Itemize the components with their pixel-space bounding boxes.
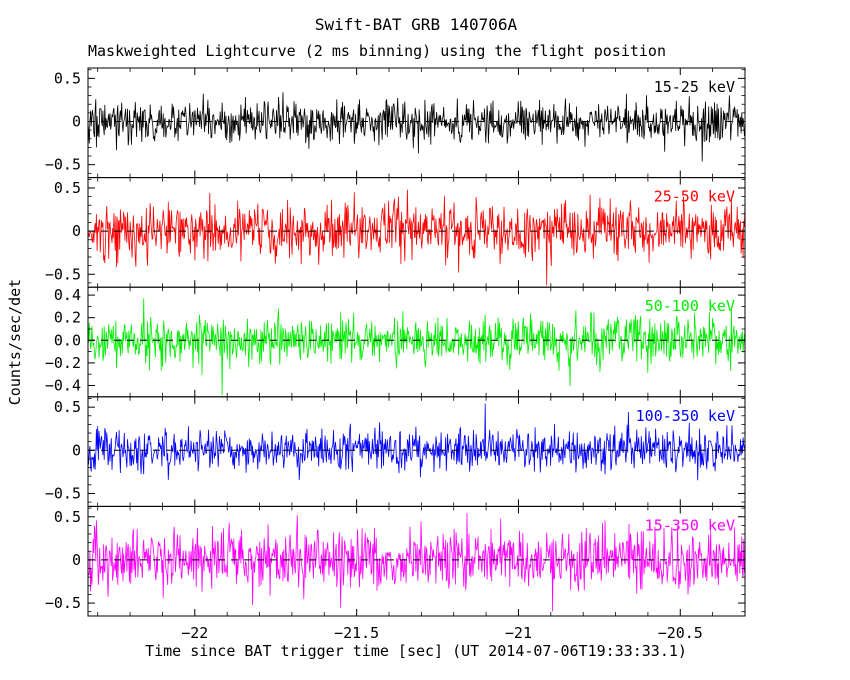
series-50-100-kev [87,298,746,396]
series-15-350-kev [87,512,746,612]
y-tick-label: −0.5 [45,484,81,502]
y-tick-label: 0.5 [54,508,81,526]
y-tick-label: 0 [72,441,81,459]
y-tick-label: 0 [72,222,81,240]
series-15-25-kev [87,92,746,162]
energy-band-label: 100-350 keV [636,407,735,425]
y-tick-label: −0.2 [45,354,81,372]
y-tick-label: 0 [72,551,81,569]
energy-band-label: 15-25 keV [654,78,735,96]
panel-100-350-kev: 0.5 0 −0.5 100-350 keV [45,396,746,507]
panel-25-50-kev: 0.5 0 −0.5 25-50 keV [45,177,746,288]
y-tick-label: 0 [72,113,81,131]
y-tick-label: 0.5 [54,398,81,416]
series-25-50-kev [87,189,746,286]
y-tick-label: 0.5 [54,179,81,197]
x-tick-label: −22 [181,624,208,642]
x-tick-label: −21 [505,624,532,642]
panels-group: 0.5 0 −0.5 15-25 keV 0.5 0 −0.5 25-50 keV 0.4 0.2… [45,67,746,617]
y-tick-label: 0.0 [54,331,81,349]
y-axis-label: Counts/sec/det [6,279,24,405]
y-tick-label: 0.4 [54,286,81,304]
x-tick-label: −20.5 [658,624,703,642]
energy-band-label: 25-50 keV [654,188,735,206]
y-tick-label: −0.5 [45,594,81,612]
y-tick-label: −0.5 [45,156,81,174]
y-tick-label: −0.5 [45,265,81,283]
panel-15-25-kev: 0.5 0 −0.5 15-25 keV [45,67,746,179]
energy-band-label: 15-350 keV [645,516,735,534]
panel-50-100-kev: 0.4 0.2 0.0 −0.2 −0.4 50-100 keV [45,286,746,398]
y-tick-label: 0.2 [54,309,81,327]
y-tick-label: 0.5 [54,69,81,87]
panel-frame [87,505,746,617]
x-axis-tick-labels: −22 −21.5 −21 −20.5 [181,624,703,642]
chart-title: Swift-BAT GRB 140706A [315,15,518,34]
y-tick-label: −0.4 [45,377,81,395]
x-axis-label: Time since BAT trigger time [sec] (UT 20… [145,642,687,660]
panel-15-350-kev: 0.5 0 −0.5 15-350 keV [45,505,746,617]
x-tick-label: −21.5 [334,624,379,642]
chart-subtitle: Maskweighted Lightcurve (2 ms binning) u… [88,42,666,60]
energy-band-label: 50-100 keV [645,297,735,315]
